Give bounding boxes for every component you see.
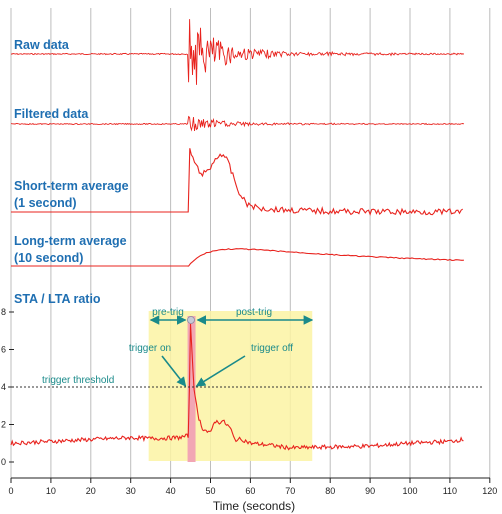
lta-label-line2: (10 second) [14,251,83,265]
x-tick-label-80: 80 [325,486,335,496]
sta-lta-ratio-label: STA / LTA ratio [14,292,101,306]
y-tick-label-4: 4 [1,382,6,392]
filtered-data-trace [11,115,465,132]
trigger-off-label: trigger off [251,343,293,354]
y-axis-ticks: 0 2 4 6 8 [1,307,14,467]
filtered-data-label: Filtered data [14,107,89,121]
trigger-on-arrow [161,355,187,387]
sta-label-line2: (1 second) [14,196,77,210]
annotation-arrows [149,315,314,387]
traces [10,19,465,451]
y-tick-label-6: 6 [1,345,6,355]
x-tick-label-90: 90 [365,486,375,496]
raw-data-label: Raw data [14,38,70,52]
post-trig-label: post-trig [236,307,272,318]
y-tick-label-0: 0 [1,457,6,467]
lta-label-line1: Long-term average [14,234,127,248]
trigger-peak-marker [187,316,195,324]
y-tick-label-2: 2 [1,420,6,430]
x-tick-label-20: 20 [86,486,96,496]
sta-label-line1: Short-term average [14,179,129,193]
x-tick-label-110: 110 [443,486,457,496]
sta-lta-ratio-trace [10,323,464,451]
lta-trace [11,248,464,267]
x-tick-label-70: 70 [285,486,295,496]
recording-window [148,311,313,461]
y-tick-label-8: 8 [1,307,6,317]
trigger-threshold-label: trigger threshold [42,375,114,386]
x-tick-label-50: 50 [205,486,215,496]
sta-trace [11,148,464,216]
x-tick-label-0: 0 [8,486,13,496]
pre-trig-label: pre-trig [152,307,184,318]
x-tick-label-30: 30 [126,486,136,496]
trigger-band [187,316,196,462]
x-tick-label-40: 40 [166,486,176,496]
vertical-grid [10,8,491,478]
x-tick-label-120: 120 [482,486,497,496]
x-tick-label-60: 60 [245,486,255,496]
trigger-on-label: trigger on [129,343,171,354]
raw-data-trace [10,19,465,85]
x-axis-ticks: 0 10 20 30 40 50 60 70 80 90 100 110 120 [8,478,497,496]
trigger-off-arrow [195,355,246,387]
x-tick-label-100: 100 [402,486,417,496]
x-axis-title: Time (seconds) [213,499,295,513]
x-tick-label-10: 10 [46,486,56,496]
